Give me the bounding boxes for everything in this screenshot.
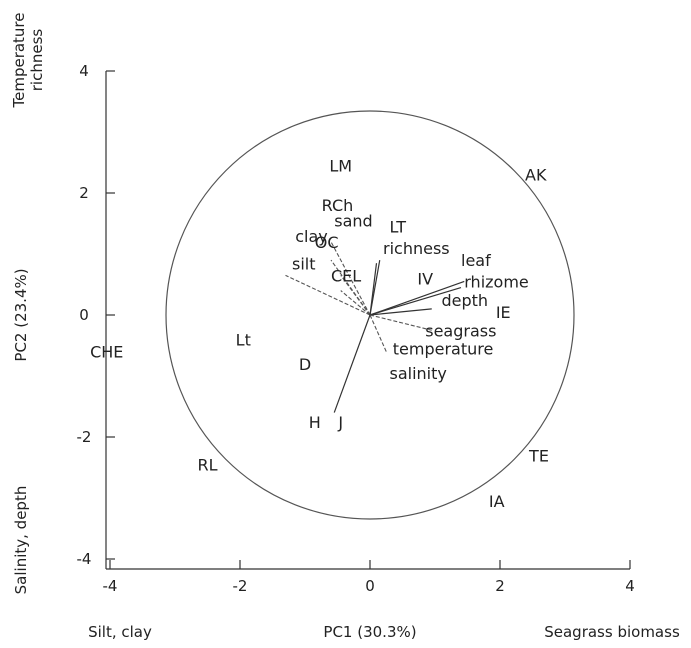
- site-label-LM: LM: [329, 157, 352, 176]
- x-tick-label: 4: [625, 577, 635, 595]
- x-tick-label: 2: [495, 577, 505, 595]
- vector-salinity: [333, 314, 371, 413]
- site-label-RCh: RCh: [322, 196, 354, 215]
- variable-label-salinity: salinity: [390, 364, 447, 383]
- correlation-circle: [165, 110, 575, 520]
- site-label-IE: IE: [496, 303, 511, 322]
- variable-label-temperature: temperature: [393, 340, 494, 359]
- y-tick-label: 2: [79, 184, 89, 202]
- vector-CEL: [340, 290, 371, 316]
- x-axis-title: PC1 (30.3%): [323, 623, 416, 641]
- site-label-AK: AK: [525, 166, 547, 185]
- variable-label-richness: richness: [383, 239, 450, 258]
- variable-label-sand: sand: [334, 212, 372, 231]
- y-axis-title: PC2 (23.4%): [12, 268, 30, 361]
- y-axis-top-label-line2: richness: [28, 29, 46, 92]
- vector-temperature: [369, 314, 387, 352]
- site-label-IV: IV: [417, 269, 433, 288]
- variable-label-leaf: leaf: [461, 251, 491, 270]
- vector-rhizome: [369, 286, 462, 316]
- y-ticks: 4 2 0 -2 -4: [77, 62, 115, 568]
- variable-label-CEL: CEL: [331, 266, 361, 285]
- variable-label-clay: clay: [295, 227, 328, 246]
- vector-OC: [340, 275, 371, 316]
- site-label-RL: RL: [197, 455, 217, 474]
- x-tick-label: -2: [233, 577, 248, 595]
- y-axis-bottom-label: Salinity, depth: [12, 486, 30, 595]
- vector-sand: [330, 241, 371, 316]
- variable-label-silt: silt: [292, 254, 316, 273]
- site-labels: LM RCh AK CHE Lt D H J RL TE IA IE IV: [90, 157, 549, 511]
- site-label-H: H: [309, 413, 321, 432]
- y-tick-label: 0: [79, 306, 89, 324]
- y-tick-label: -2: [77, 428, 92, 446]
- variable-label-rhizome: rhizome: [464, 273, 529, 292]
- x-ticks: -4 -2 0 2 4: [103, 560, 635, 595]
- x-tick-label: -4: [103, 577, 118, 595]
- x-axis-right-label: Seagrass biomass: [544, 623, 680, 641]
- site-label-IA: IA: [489, 492, 505, 511]
- x-axis-left-label: Silt, clay: [88, 623, 152, 641]
- y-axis-top-label-line1: Temperature: [10, 12, 28, 108]
- vector-leaf: [369, 280, 465, 316]
- axes-group: -4 -2 0 2 4 4 2 0 -2 -4: [77, 62, 635, 595]
- variable-label-seagrass: seagrass: [425, 321, 496, 340]
- variable-label-OC: OC: [315, 233, 339, 252]
- variable-vectors: [285, 241, 465, 413]
- vector-silt: [285, 274, 371, 316]
- vector-depth: [369, 308, 432, 316]
- vector-richness: [369, 263, 378, 316]
- site-label-TE: TE: [528, 446, 549, 465]
- site-label-J: J: [337, 413, 343, 432]
- site-label-D: D: [299, 355, 311, 374]
- site-label-CHE: CHE: [90, 343, 123, 362]
- site-label-Lt: Lt: [236, 330, 251, 349]
- y-tick-label: 4: [79, 62, 89, 80]
- variable-label-depth: depth: [442, 291, 489, 310]
- x-tick-label: 0: [365, 577, 375, 595]
- y-tick-label: -4: [77, 550, 92, 568]
- variable-label-LT: LT: [390, 218, 407, 237]
- vector-clay: [330, 259, 371, 316]
- vector-seagrass: [369, 314, 432, 331]
